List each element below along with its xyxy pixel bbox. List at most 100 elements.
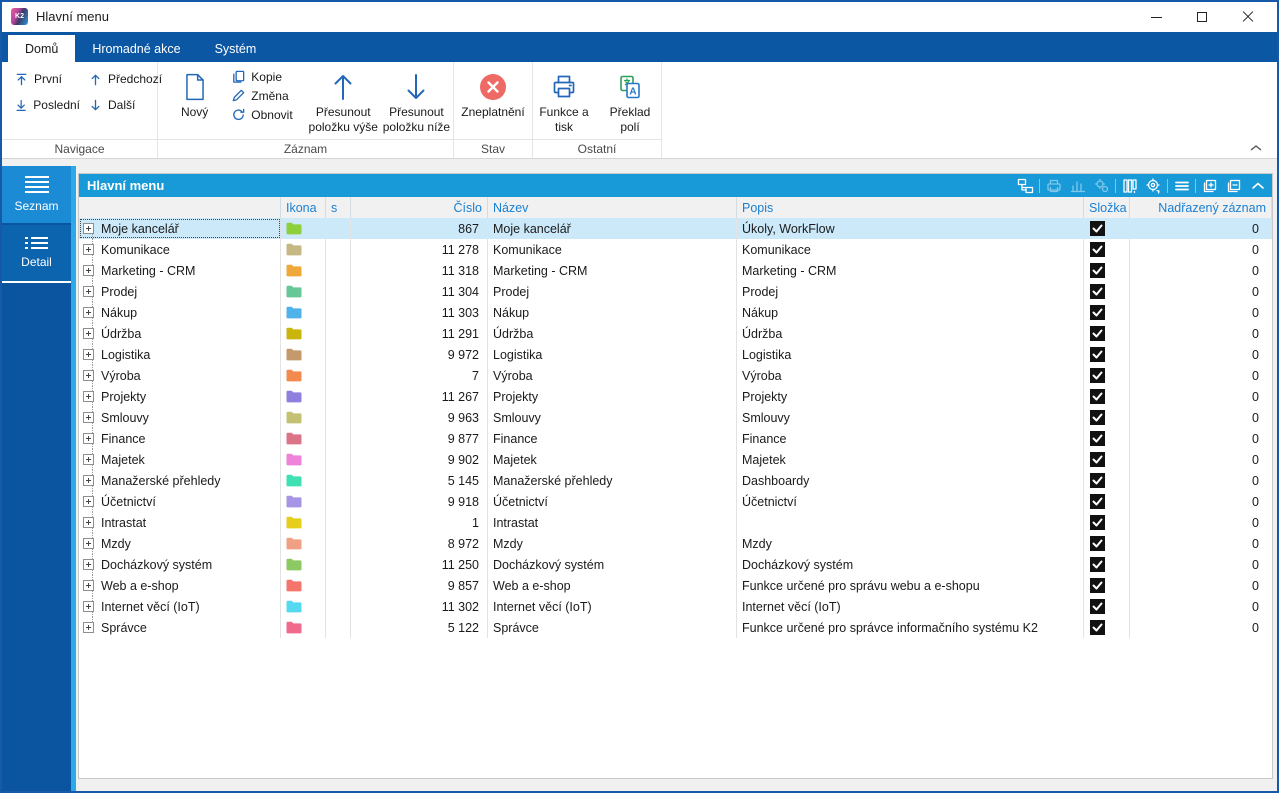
close-button[interactable] [1225, 2, 1271, 32]
table-row[interactable]: Projekty 11 267 Projekty Projekty 0 [79, 386, 1272, 407]
table-row[interactable]: Správce 5 122 Správce Funkce určené pro … [79, 617, 1272, 638]
expand-icon[interactable] [83, 370, 94, 381]
table-row[interactable]: Mzdy 8 972 Mzdy Mzdy 0 [79, 533, 1272, 554]
folder-checkbox[interactable] [1090, 599, 1105, 614]
table-row[interactable]: Manažerské přehledy 5 145 Manažerské pře… [79, 470, 1272, 491]
sidebar-item-detail[interactable]: Detail [2, 225, 71, 283]
table-row[interactable]: Výroba 7 Výroba Výroba 0 [79, 365, 1272, 386]
hierarchy-icon[interactable] [1015, 176, 1036, 195]
table-row[interactable]: Finance 9 877 Finance Finance 0 [79, 428, 1272, 449]
folder-checkbox[interactable] [1090, 536, 1105, 551]
column-header-nazev[interactable]: Název [488, 197, 737, 218]
window-minus-icon[interactable] [1223, 176, 1244, 195]
settings-icon[interactable] [1143, 176, 1164, 195]
column-header-tree[interactable] [79, 197, 281, 218]
table-row[interactable]: Marketing - CRM 11 318 Marketing - CRM M… [79, 260, 1272, 281]
refresh-button[interactable]: Obnovit [227, 105, 296, 124]
print-icon[interactable] [1043, 176, 1064, 195]
table-row[interactable]: Smlouvy 9 963 Smlouvy Smlouvy 0 [79, 407, 1272, 428]
gears-icon[interactable] [1091, 176, 1112, 195]
collapse-ribbon-icon[interactable] [1249, 142, 1263, 154]
folder-checkbox[interactable] [1090, 263, 1105, 278]
folder-checkbox[interactable] [1090, 368, 1105, 383]
expand-icon[interactable] [83, 265, 94, 276]
tab-system[interactable]: Systém [214, 41, 257, 56]
chart-icon[interactable] [1067, 176, 1088, 195]
collapse-panel-icon[interactable] [1247, 176, 1268, 195]
table-row[interactable]: Web a e-shop 9 857 Web a e-shop Funkce u… [79, 575, 1272, 596]
expand-icon[interactable] [83, 286, 94, 297]
table-row[interactable]: Moje kancelář 867 Moje kancelář Úkoly, W… [79, 218, 1272, 239]
window-plus-icon[interactable] [1199, 176, 1220, 195]
column-header-nadrazeny-zaznam[interactable]: Nadřazený záznam [1130, 197, 1272, 218]
tab-hromadne-akce[interactable]: Hromadné akce [92, 41, 181, 56]
table-row[interactable]: Komunikace 11 278 Komunikace Komunikace … [79, 239, 1272, 260]
minimize-button[interactable] [1133, 2, 1179, 32]
table-row[interactable]: Logistika 9 972 Logistika Logistika 0 [79, 344, 1272, 365]
folder-checkbox[interactable] [1090, 515, 1105, 530]
expand-icon[interactable] [83, 307, 94, 318]
maximize-button[interactable] [1179, 2, 1225, 32]
change-button[interactable]: Změna [227, 86, 296, 105]
folder-checkbox[interactable] [1090, 284, 1105, 299]
table-row[interactable]: Účetnictví 9 918 Účetnictví Účetnictví 0 [79, 491, 1272, 512]
folder-checkbox[interactable] [1090, 557, 1105, 572]
move-item-up-button[interactable]: Přesunout položku výše [307, 67, 380, 135]
invalidate-button[interactable]: Zneplatnění [454, 67, 532, 120]
folder-checkbox[interactable] [1090, 494, 1105, 509]
expand-icon[interactable] [83, 622, 94, 633]
expand-icon[interactable] [83, 223, 94, 234]
tab-domu[interactable]: Domů [8, 35, 76, 62]
table-row[interactable]: Prodej 11 304 Prodej Prodej 0 [79, 281, 1272, 302]
expand-icon[interactable] [83, 244, 94, 255]
folder-checkbox[interactable] [1090, 620, 1105, 635]
expand-icon[interactable] [83, 517, 94, 528]
expand-icon[interactable] [83, 601, 94, 612]
folder-checkbox[interactable] [1090, 578, 1105, 593]
folder-checkbox[interactable] [1090, 242, 1105, 257]
column-header-cislo[interactable]: Číslo [351, 197, 488, 218]
folder-checkbox[interactable] [1090, 473, 1105, 488]
folder-checkbox[interactable] [1090, 452, 1105, 467]
next-button[interactable]: Další [84, 93, 166, 117]
folder-checkbox[interactable] [1090, 431, 1105, 446]
copy-button[interactable]: Kopie [227, 67, 296, 86]
new-button[interactable]: Nový [172, 67, 217, 135]
table-row[interactable]: Majetek 9 902 Majetek Majetek 0 [79, 449, 1272, 470]
table-row[interactable]: Údržba 11 291 Údržba Údržba 0 [79, 323, 1272, 344]
expand-icon[interactable] [83, 412, 94, 423]
column-header-ikona[interactable]: Ikona [281, 197, 326, 218]
move-item-down-button[interactable]: Přesunout položku níže [380, 67, 453, 135]
expand-icon[interactable] [83, 391, 94, 402]
last-button[interactable]: Poslední [10, 93, 84, 117]
expand-icon[interactable] [83, 475, 94, 486]
table-row[interactable]: Intrastat 1 Intrastat 0 [79, 512, 1272, 533]
expand-icon[interactable] [83, 559, 94, 570]
expand-icon[interactable] [83, 580, 94, 591]
folder-checkbox[interactable] [1090, 326, 1105, 341]
previous-button[interactable]: Předchozí [84, 67, 166, 91]
folder-checkbox[interactable] [1090, 389, 1105, 404]
folder-checkbox[interactable] [1090, 410, 1105, 425]
folder-checkbox[interactable] [1090, 305, 1105, 320]
translate-fields-button[interactable]: A Překlad polí [599, 67, 661, 135]
menu-icon[interactable] [1171, 176, 1192, 195]
expand-icon[interactable] [83, 349, 94, 360]
column-header-slozka[interactable]: Složka [1084, 197, 1130, 218]
expand-icon[interactable] [83, 433, 94, 444]
expand-icon[interactable] [83, 496, 94, 507]
table-row[interactable]: Internet věcí (IoT) 11 302 Internet věcí… [79, 596, 1272, 617]
column-header-popis[interactable]: Popis [737, 197, 1084, 218]
first-button[interactable]: První [10, 67, 84, 91]
expand-icon[interactable] [83, 328, 94, 339]
table-row[interactable]: Docházkový systém 11 250 Docházkový syst… [79, 554, 1272, 575]
sidebar-item-seznam[interactable]: Seznam [2, 166, 71, 223]
columns-icon[interactable] [1119, 176, 1140, 195]
folder-checkbox[interactable] [1090, 347, 1105, 362]
folder-checkbox[interactable] [1090, 221, 1105, 236]
table-row[interactable]: Nákup 11 303 Nákup Nákup 0 [79, 302, 1272, 323]
expand-icon[interactable] [83, 538, 94, 549]
column-header-s[interactable]: s [326, 197, 351, 218]
functions-print-button[interactable]: Funkce a tisk [533, 67, 595, 135]
expand-icon[interactable] [83, 454, 94, 465]
